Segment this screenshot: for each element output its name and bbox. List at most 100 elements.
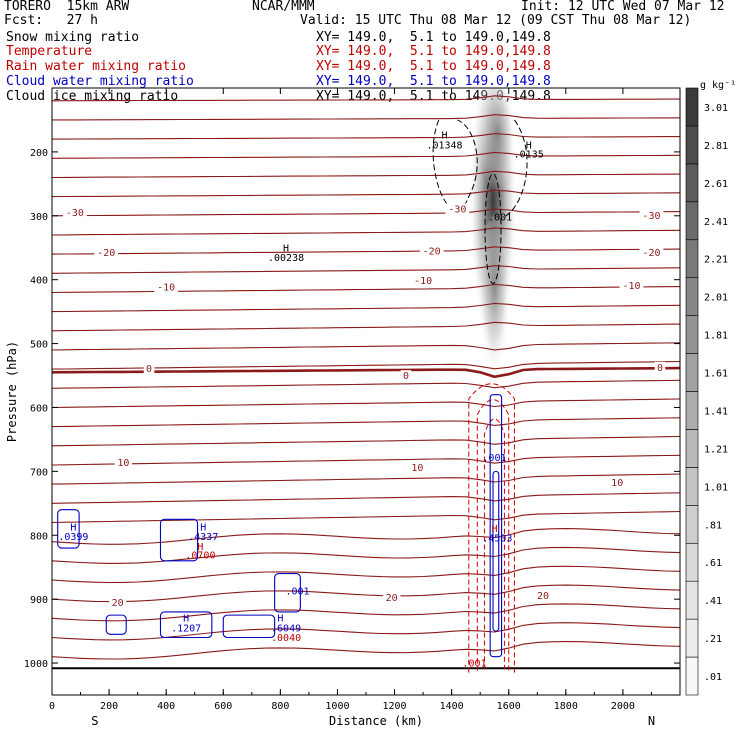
temperature-contour-label: -10	[414, 276, 432, 287]
temperature-contour	[52, 95, 680, 102]
label-backdrop	[400, 370, 412, 382]
temperature-contour	[52, 265, 680, 274]
temperature-contour	[52, 170, 680, 179]
temperature-contour	[52, 114, 680, 121]
x-tick-label: 600	[214, 701, 232, 712]
temperature-contour	[52, 603, 680, 622]
temperature-contour-label: 10	[611, 478, 623, 489]
field-xsection-cloud-water: XY= 149.0, 5.1 to 149.0,149.8	[316, 74, 551, 89]
temperature-contour-label: 10	[411, 463, 423, 474]
y-tick-label: 200	[30, 148, 48, 159]
extremum-label: .00238	[268, 253, 304, 264]
temperature-contour	[52, 398, 680, 409]
extremum-label: H	[283, 243, 289, 254]
x-end-label-north: N	[648, 714, 655, 728]
colorbar-swatch	[685, 467, 699, 506]
extremum-label: H	[277, 613, 283, 624]
cloud-ice-contour	[484, 173, 502, 285]
extremum-label: .0135	[514, 149, 544, 160]
temperature-contour-label: -30	[642, 211, 660, 222]
temperature-contour-label: 20	[112, 598, 124, 609]
colorbar-label: 1.61	[704, 369, 728, 380]
extremum-label: .0399	[58, 532, 88, 543]
colorbar-swatch	[685, 87, 699, 127]
temperature-contour-label: 20	[537, 591, 549, 602]
temperature-contour-label: -10	[622, 281, 640, 292]
colorbar-swatch	[685, 505, 699, 544]
colorbar-swatch	[685, 353, 699, 392]
extremum-label: H	[526, 141, 532, 152]
forecast-hour-label: Fcst: 27 h	[4, 13, 98, 28]
rain-water-contour	[468, 383, 515, 673]
extremum-label: .4503	[482, 533, 512, 544]
extremum-label: .1207	[171, 624, 201, 635]
temperature-contour	[52, 584, 680, 603]
extremum-label: .001	[488, 213, 512, 224]
temperature-contour	[52, 417, 680, 428]
colorbar-swatch	[685, 125, 699, 165]
model-title: TORERO 15km ARW	[4, 0, 130, 14]
temperature-contour	[52, 473, 680, 485]
x-tick-label: 1600	[497, 701, 521, 712]
label-backdrop	[109, 596, 127, 608]
temperature-contour	[52, 454, 680, 466]
y-tick-label: 900	[30, 595, 48, 606]
x-tick-label: 0	[49, 701, 55, 712]
extremum-label: .001	[462, 659, 486, 670]
colorbar-label: 2.61	[704, 179, 728, 190]
y-tick-label: 800	[30, 531, 48, 542]
y-tick-label: 1000	[24, 659, 48, 670]
temperature-contour	[52, 510, 680, 524]
colorbar-swatch	[685, 277, 699, 316]
temperature-contour	[52, 227, 680, 236]
extremum-label: H	[200, 523, 206, 534]
colorbar-label: 3.01	[704, 103, 728, 114]
hydrometeor-contours	[57, 119, 528, 673]
temperature-contour	[52, 151, 680, 159]
label-backdrop	[411, 274, 435, 286]
label-backdrop	[114, 457, 132, 469]
field-name-snow: Snow mixing ratio	[6, 30, 140, 45]
colorbar-label: 2.01	[704, 293, 728, 304]
label-backdrop	[534, 589, 552, 601]
label-backdrop	[619, 280, 644, 292]
temperature-contour	[52, 492, 680, 504]
x-axis-title: Distance (km)	[329, 714, 423, 728]
temperature-contour	[52, 321, 680, 332]
temperature-contour	[52, 641, 680, 660]
temperature-contour	[52, 528, 680, 545]
cloud-water-contour	[159, 518, 199, 562]
valid-time-label: Valid: 15 UTC Thu 08 Mar 12 (09 CST Thu …	[300, 13, 692, 28]
y-axis-title: Pressure (hPa)	[5, 341, 19, 442]
colorbar-label: 1.81	[704, 331, 728, 342]
colorbar-swatch	[685, 618, 699, 658]
label-backdrop	[639, 246, 664, 258]
temperature-contour	[52, 546, 680, 564]
colorbar-swatch	[685, 239, 699, 278]
x-end-label-south: S	[91, 714, 98, 728]
x-tick-label: 1000	[325, 701, 349, 712]
rain-water-contour	[483, 418, 505, 670]
extremum-label: .001	[285, 586, 309, 597]
cloud-water-contour	[222, 614, 276, 639]
temperature-contour	[52, 622, 680, 641]
y-tick-label: 600	[30, 403, 48, 414]
label-backdrop	[383, 591, 401, 603]
temperature-contour-label: -30	[448, 204, 466, 215]
colorbar: .01 .21 .41 .61 .81 1.01 1.21 1.41 1.61 1.81 2.01 2…	[685, 80, 736, 696]
temperature-contour	[52, 435, 680, 447]
extremum-label: H	[183, 613, 189, 624]
temperature-contour	[52, 208, 680, 217]
temperature-contour-label: 0	[657, 363, 663, 374]
extremum-label: .01348	[426, 141, 462, 152]
temperature-contour	[52, 246, 680, 255]
field-xsection-snow: XY= 149.0, 5.1 to 149.0,149.8	[316, 30, 551, 45]
field-name-rain: Rain water mixing ratio	[6, 59, 187, 74]
colorbar-swatch	[685, 429, 699, 468]
cloud-water-contour	[492, 470, 500, 632]
plot-axes: 0 200 400 600 800 1000 1200 1400 1600 1800 2000200…	[5, 87, 681, 728]
y-tick-label: 700	[30, 467, 48, 478]
colorbar-swatch	[685, 315, 699, 354]
temperature-contour-label: 20	[386, 593, 398, 604]
